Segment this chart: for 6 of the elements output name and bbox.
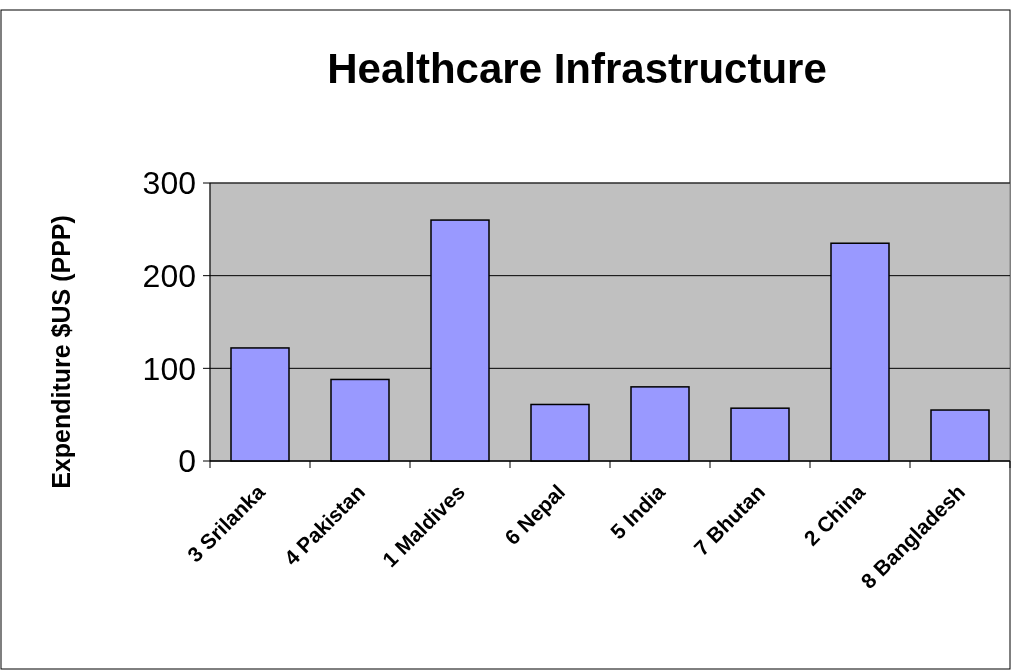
y-tick-label: 200 (142, 257, 196, 294)
chart-title: Healthcare Infrastructure (327, 45, 827, 92)
y-tick-label: 300 (142, 165, 196, 202)
y-tick-label: 0 (178, 443, 196, 480)
y-axis-title: Expenditure $US (PPP) (47, 215, 75, 489)
y-tick-label: 100 (142, 350, 196, 387)
